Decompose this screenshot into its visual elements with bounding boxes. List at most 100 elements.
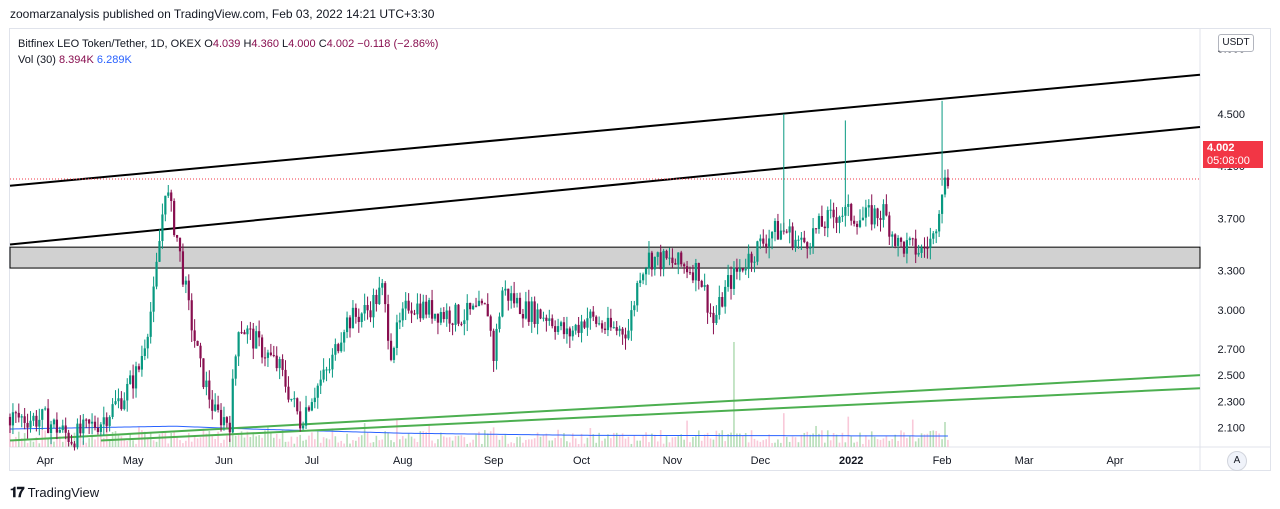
volume-bar — [489, 431, 492, 447]
candle-body — [477, 300, 481, 307]
candle-body — [304, 407, 308, 426]
candle-body — [17, 412, 20, 418]
candle-body — [633, 305, 636, 311]
candle-body — [70, 442, 73, 444]
candle-body — [644, 268, 648, 275]
volume-bar — [322, 437, 325, 447]
volume-bar — [654, 434, 656, 447]
volume-bar — [170, 432, 173, 447]
candle-body — [873, 208, 876, 225]
candle-body — [345, 317, 349, 333]
candle-body — [518, 297, 522, 315]
volume-bar — [812, 433, 814, 447]
candle-body — [817, 216, 821, 229]
legend-low-value: 4.000 — [288, 38, 316, 50]
resistance-trendline — [9, 125, 1201, 246]
volume-bar — [9, 425, 11, 447]
legend-high-label: H — [243, 38, 252, 50]
volume-bar — [656, 441, 659, 447]
support-trendline — [9, 374, 1201, 442]
candle-body — [554, 326, 557, 332]
candle-body — [102, 417, 105, 425]
y-tick-label: 2.700 — [1217, 344, 1245, 356]
candle-body — [495, 328, 498, 361]
volume-bar — [270, 433, 272, 447]
volume-bar — [158, 434, 161, 447]
volume-bar — [791, 436, 794, 447]
candle-body — [539, 309, 542, 319]
volume-bar — [536, 432, 539, 447]
candle-body — [498, 316, 501, 329]
candle-body — [249, 328, 252, 330]
candle-body — [914, 238, 917, 255]
volume-bar — [202, 428, 205, 447]
candle-body — [480, 300, 483, 304]
y-tick-label: 2.100 — [1217, 422, 1245, 434]
candle-body — [99, 424, 102, 432]
volume-bar — [64, 439, 67, 447]
candle-body — [442, 312, 445, 320]
volume-bar — [551, 440, 554, 447]
candle-body — [724, 286, 727, 307]
candle-body — [823, 226, 826, 229]
candle-body — [167, 192, 170, 196]
volume-bar — [381, 439, 384, 447]
candle-body — [55, 419, 58, 433]
volume-bar — [275, 433, 278, 447]
legend-high-value: 4.360 — [251, 38, 279, 50]
candle-body — [568, 328, 571, 337]
candle-body — [905, 240, 908, 254]
candle-body — [61, 425, 64, 431]
volume-bar — [525, 439, 527, 447]
y-tick-label: 2.300 — [1217, 396, 1245, 408]
candle-body — [683, 264, 686, 267]
volume-bar — [29, 440, 32, 447]
volume-bar — [815, 425, 817, 447]
legend-volume-value: 8.394K — [58, 54, 94, 66]
volume-bar — [659, 430, 662, 447]
candle-body — [263, 357, 267, 359]
volume-bar — [545, 433, 548, 447]
volume-bar — [612, 432, 615, 447]
candle-body — [228, 422, 231, 433]
candle-body — [800, 237, 803, 240]
volume-bar — [26, 442, 29, 447]
volume-bar — [240, 431, 243, 447]
candle-body — [850, 203, 853, 221]
candle-body — [425, 301, 428, 315]
volume-bar — [334, 436, 337, 447]
volume-bar — [214, 438, 216, 447]
volume-bar — [665, 436, 668, 447]
candle-body — [685, 266, 689, 273]
volume-bar — [185, 440, 187, 447]
candle-body — [489, 316, 492, 331]
volume-bar — [155, 441, 158, 447]
volume-bar — [604, 438, 606, 447]
candle-body — [627, 330, 630, 339]
candle-body — [149, 311, 152, 337]
candle-body — [448, 310, 451, 324]
candle-body — [891, 234, 894, 237]
volume-bar — [709, 438, 712, 447]
candle-body — [354, 307, 357, 317]
candle-body — [940, 194, 944, 214]
volume-bar — [448, 437, 451, 447]
candle-body — [853, 220, 856, 224]
candle-body — [606, 317, 610, 331]
volume-bar — [161, 431, 164, 447]
candle-body — [316, 385, 319, 398]
candle-body — [636, 283, 639, 306]
candle-body — [8, 416, 12, 426]
currency-button[interactable]: USDT — [1218, 34, 1254, 52]
candle-body — [137, 366, 141, 370]
candle-body — [762, 238, 765, 244]
candle-body — [96, 427, 100, 432]
candle-body — [114, 401, 117, 405]
volume-bar — [481, 443, 483, 447]
volume-bar — [399, 439, 401, 447]
volume-bar — [513, 443, 515, 447]
auto-scale-button[interactable]: A — [1227, 451, 1247, 471]
candle-body — [463, 320, 466, 324]
candle-body — [193, 330, 196, 341]
